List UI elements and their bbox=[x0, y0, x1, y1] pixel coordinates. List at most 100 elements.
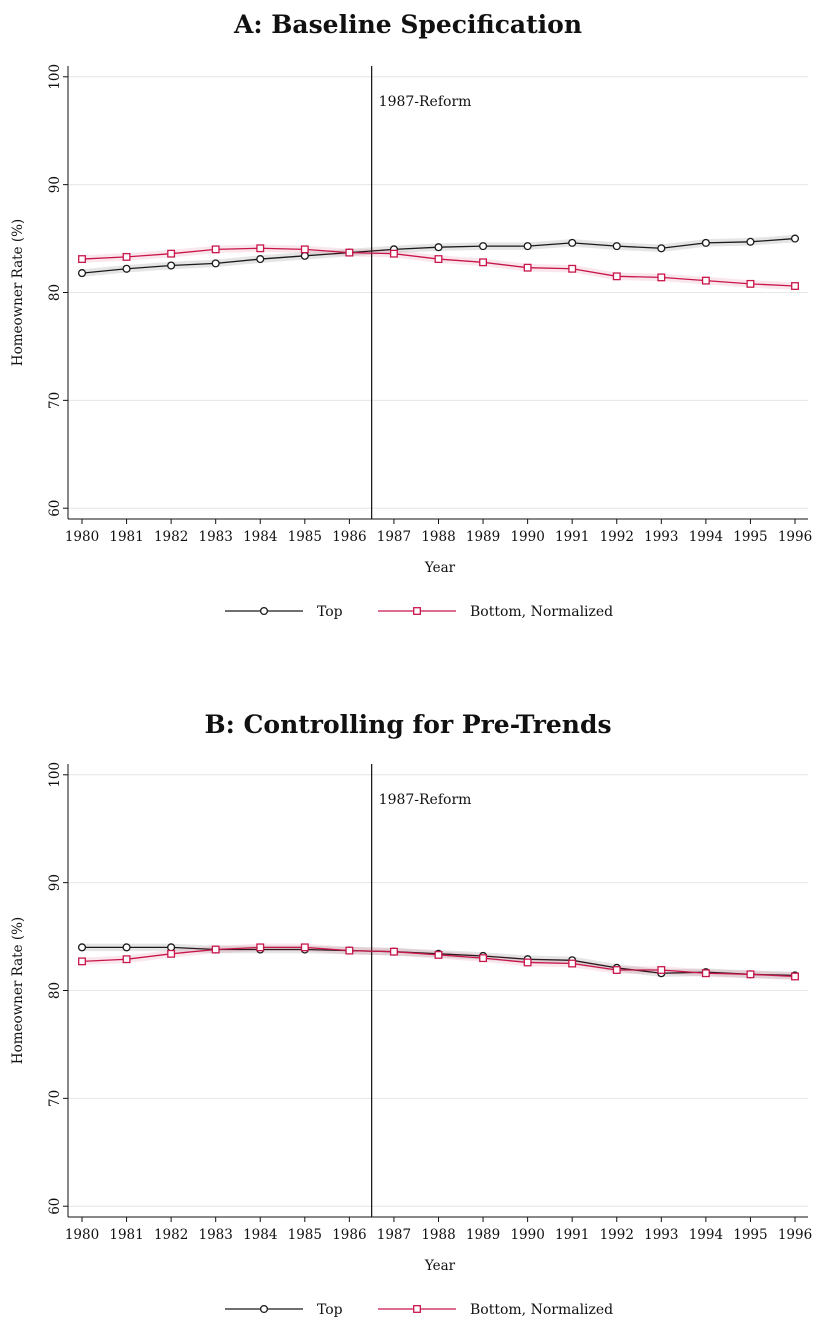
data-point-bottom bbox=[791, 282, 799, 290]
data-point-bottom bbox=[434, 255, 443, 264]
data-point-bottom bbox=[78, 957, 86, 966]
x-tick-label: 1986 bbox=[332, 529, 366, 545]
data-point-bottom bbox=[256, 244, 265, 253]
x-tick-label: 1988 bbox=[421, 1227, 455, 1243]
data-point-bottom bbox=[657, 273, 666, 282]
data-point-top bbox=[77, 269, 87, 278]
data-point-bottom bbox=[746, 970, 755, 979]
data-point-bottom bbox=[612, 272, 621, 281]
data-point-top bbox=[657, 244, 666, 253]
data-point-bottom bbox=[211, 945, 220, 954]
legend-marker-square bbox=[413, 1305, 421, 1313]
y-tick-label: 60 bbox=[47, 1198, 63, 1215]
y-tick-label: 70 bbox=[47, 392, 63, 409]
x-tick-label: 1996 bbox=[778, 1227, 812, 1243]
data-point-bottom bbox=[434, 950, 443, 959]
data-point-bottom bbox=[167, 249, 176, 258]
x-tick-label: 1983 bbox=[199, 529, 233, 545]
legend-label: Top bbox=[317, 1302, 343, 1318]
chart-title: A: Baseline Specification bbox=[233, 10, 582, 39]
data-point-bottom bbox=[791, 972, 799, 981]
x-axis-label: Year bbox=[424, 560, 456, 576]
data-point-bottom bbox=[345, 248, 354, 257]
confidence-band bbox=[82, 943, 795, 981]
panel-b: B: Controlling for Pre-Trends 60 70 80 90 100… bbox=[10, 710, 812, 1318]
data-point-bottom bbox=[568, 959, 577, 968]
data-point-top bbox=[300, 251, 309, 260]
data-point-bottom bbox=[389, 249, 398, 258]
x-tick-label: 1995 bbox=[733, 529, 767, 545]
data-point-bottom bbox=[523, 958, 532, 967]
data-point-bottom bbox=[657, 966, 666, 974]
reform-label: 1987-Reform bbox=[379, 792, 472, 808]
y-tick-label: 100 bbox=[47, 64, 63, 90]
x-tick-label: 1982 bbox=[154, 1227, 188, 1243]
x-tick-label: 1996 bbox=[778, 529, 812, 545]
y-axis-label: Homeowner Rate (%) bbox=[10, 219, 26, 366]
x-tick-label: 1983 bbox=[199, 1227, 233, 1243]
data-point-top bbox=[746, 237, 755, 246]
data-point-bottom bbox=[479, 258, 488, 267]
data-point-bottom bbox=[612, 966, 621, 974]
x-tick-label: 1989 bbox=[466, 1227, 500, 1243]
x-tick-label: 1994 bbox=[689, 1227, 723, 1243]
legend-label: Top bbox=[317, 604, 343, 620]
y-tick-label: 70 bbox=[47, 1090, 63, 1107]
data-point-bottom bbox=[300, 245, 309, 254]
x-tick-label: 1991 bbox=[555, 1227, 589, 1243]
x-tick-label: 1986 bbox=[332, 1227, 366, 1243]
x-tick-label: 1990 bbox=[510, 529, 544, 545]
y-tick-label: 80 bbox=[47, 284, 63, 301]
data-point-bottom bbox=[122, 955, 131, 964]
x-tick-label: 1987 bbox=[377, 1227, 411, 1243]
data-point-bottom bbox=[389, 947, 398, 956]
x-tick-label: 1991 bbox=[555, 529, 589, 545]
panel-a: A: Baseline Specification 60 70 80 90 100 1980… bbox=[10, 10, 812, 620]
x-tick-label: 1987 bbox=[377, 529, 411, 545]
data-point-top bbox=[122, 943, 131, 952]
x-tick-label: 1988 bbox=[421, 529, 455, 545]
x-tick-label: 1985 bbox=[288, 1227, 322, 1243]
data-point-top bbox=[612, 242, 621, 251]
legend-marker-circle bbox=[259, 606, 269, 616]
x-tick-label: 1984 bbox=[243, 529, 277, 545]
data-point-top bbox=[256, 255, 265, 264]
x-tick-label: 1989 bbox=[466, 529, 500, 545]
x-tick-label: 1984 bbox=[243, 1227, 277, 1243]
y-tick-label: 90 bbox=[47, 874, 63, 891]
x-tick-label: 1995 bbox=[733, 1227, 767, 1243]
y-axis-label: Homeowner Rate (%) bbox=[10, 917, 26, 1064]
reform-label: 1987-Reform bbox=[379, 94, 472, 110]
data-point-bottom bbox=[122, 252, 131, 261]
x-tick-label: 1992 bbox=[600, 1227, 634, 1243]
data-point-top bbox=[122, 264, 131, 273]
data-point-bottom bbox=[345, 946, 354, 955]
chart-title: B: Controlling for Pre-Trends bbox=[204, 710, 611, 739]
y-tick-label: 80 bbox=[47, 982, 63, 999]
x-tick-label: 1993 bbox=[644, 1227, 678, 1243]
x-tick-label: 1992 bbox=[600, 529, 634, 545]
data-point-bottom bbox=[167, 949, 176, 958]
y-tick-label: 90 bbox=[47, 176, 63, 193]
data-point-bottom bbox=[256, 943, 265, 952]
data-point-bottom bbox=[78, 255, 86, 264]
x-tick-label: 1985 bbox=[288, 529, 322, 545]
data-point-bottom bbox=[479, 954, 488, 963]
data-point-top bbox=[434, 243, 443, 252]
data-point-top bbox=[701, 238, 710, 247]
legend-marker-square bbox=[413, 607, 421, 615]
data-point-top bbox=[790, 234, 800, 243]
legend-label: Bottom, Normalized bbox=[470, 604, 613, 620]
x-tick-label: 1990 bbox=[510, 1227, 544, 1243]
x-tick-label: 1980 bbox=[65, 529, 99, 545]
data-point-top bbox=[167, 943, 176, 952]
data-point-bottom bbox=[300, 943, 309, 952]
y-tick-label: 100 bbox=[47, 762, 63, 788]
data-point-top bbox=[479, 242, 488, 251]
data-point-top bbox=[523, 242, 532, 251]
data-point-top bbox=[568, 238, 577, 247]
legend-marker-circle bbox=[259, 1304, 269, 1314]
x-tick-label: 1993 bbox=[644, 529, 678, 545]
data-point-bottom bbox=[211, 245, 220, 254]
x-tick-label: 1981 bbox=[109, 529, 143, 545]
